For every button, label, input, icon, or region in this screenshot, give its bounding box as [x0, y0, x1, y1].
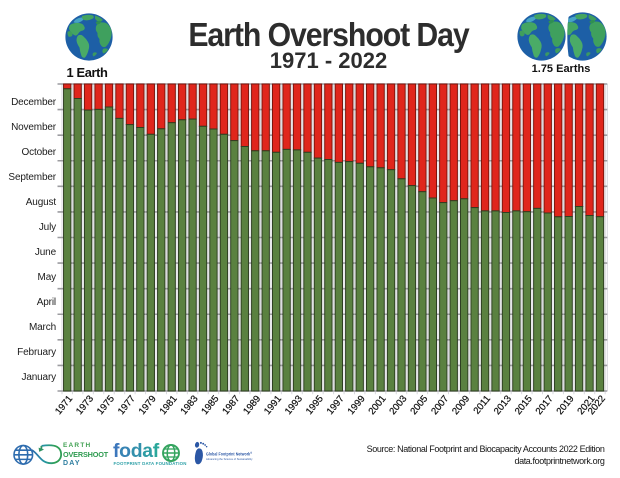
svg-text:2013: 2013 [492, 394, 514, 418]
svg-text:2015: 2015 [513, 394, 535, 418]
svg-text:2005: 2005 [408, 394, 430, 418]
svg-text:1973: 1973 [74, 394, 96, 418]
svg-text:1999: 1999 [346, 394, 368, 418]
svg-text:1981: 1981 [158, 394, 180, 418]
svg-text:1985: 1985 [199, 394, 221, 418]
svg-text:1997: 1997 [325, 394, 347, 418]
svg-text:1993: 1993 [283, 394, 305, 418]
svg-text:1989: 1989 [241, 394, 263, 418]
svg-text:2001: 2001 [367, 394, 389, 418]
svg-text:1979: 1979 [137, 394, 159, 418]
svg-text:2019: 2019 [555, 394, 577, 418]
svg-text:1977: 1977 [116, 394, 138, 418]
svg-text:1995: 1995 [304, 394, 326, 418]
svg-text:2017: 2017 [534, 394, 556, 418]
svg-text:2011: 2011 [471, 394, 493, 417]
svg-text:2007: 2007 [429, 394, 451, 418]
svg-text:1991: 1991 [262, 394, 284, 418]
svg-text:1983: 1983 [179, 394, 201, 418]
svg-text:2003: 2003 [387, 394, 409, 418]
svg-text:1971: 1971 [53, 394, 75, 418]
svg-text:1975: 1975 [95, 394, 117, 418]
svg-text:2009: 2009 [450, 394, 472, 418]
svg-text:1987: 1987 [220, 394, 242, 418]
